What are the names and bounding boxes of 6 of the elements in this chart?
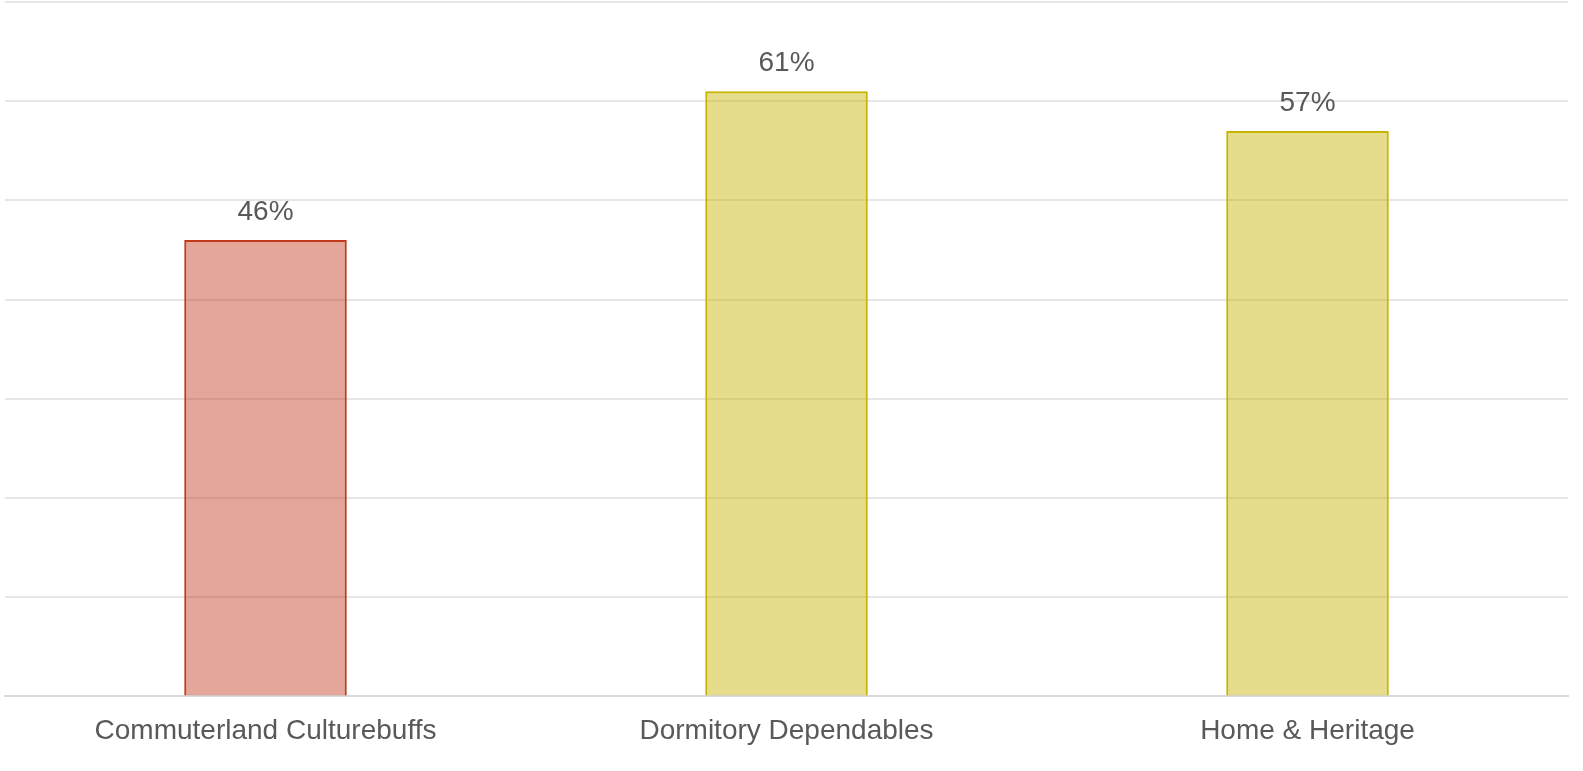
x-tick-label: Commuterland Culturebuffs [94, 713, 437, 745]
data-label: 57% [1279, 85, 1336, 117]
x-tick-label: Dormitory Dependables [639, 713, 934, 745]
data-label: 46% [237, 194, 294, 226]
data-label: 61% [758, 46, 815, 77]
x-tick-label: Home & Heritage [1200, 713, 1415, 745]
